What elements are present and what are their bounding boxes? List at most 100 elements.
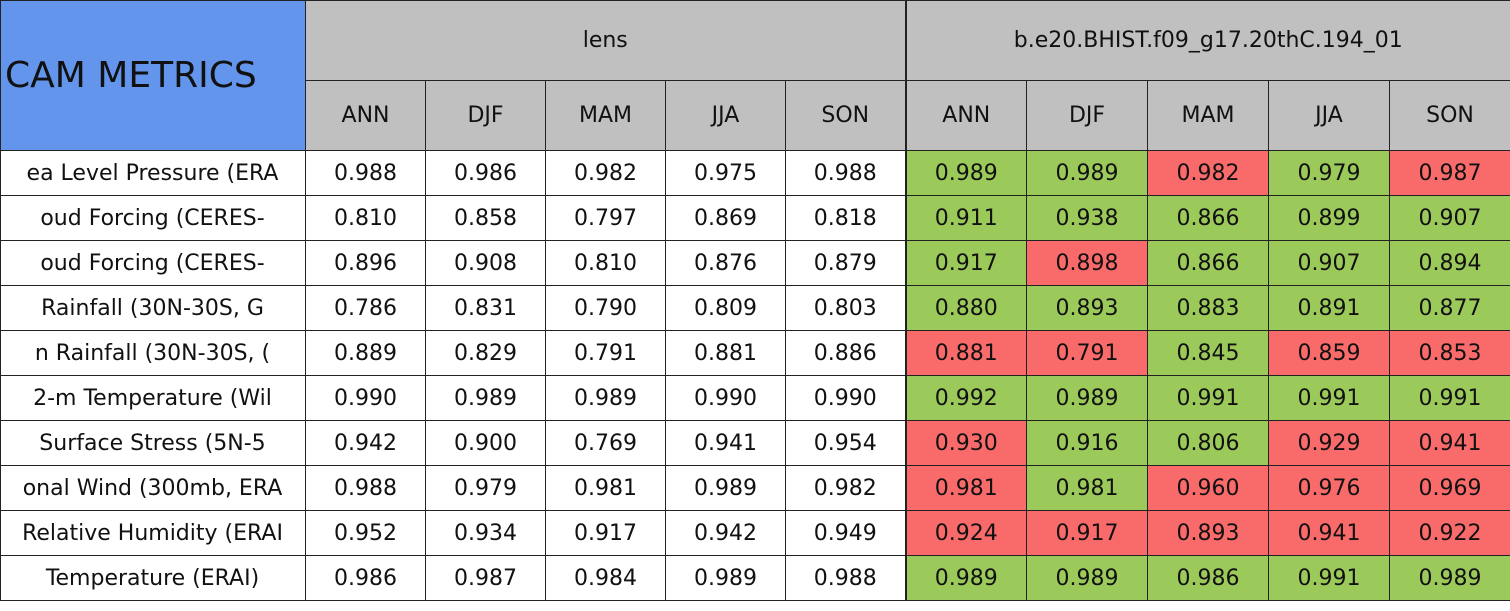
value-cell: 0.917 (1026, 510, 1148, 556)
value-cell: 0.883 (1147, 285, 1269, 331)
value-cell: 0.990 (665, 375, 786, 421)
row-label-wrap: Relative Humidity (ERAI (2, 520, 305, 546)
row-label: Surface Stress (5N-5 (39, 430, 266, 456)
value-cell: 0.984 (545, 555, 666, 601)
row-label-cell: n Rainfall (30N-30S, ( (0, 330, 306, 376)
value-cell: 0.938 (1026, 195, 1148, 241)
row-label-wrap: Temperature (ERAI) (2, 565, 305, 591)
value-cell: 0.991 (1268, 375, 1390, 421)
value-cell: 0.803 (785, 285, 906, 331)
row-label-wrap: oud Forcing (CERES- (2, 250, 305, 276)
value-cell: 0.898 (1026, 240, 1148, 286)
data-row: onal Wind (300mb, ERA 0.988 0.979 0.981 0.98… (0, 465, 1510, 511)
value-cell: 0.893 (1147, 510, 1269, 556)
value-cell: 0.975 (665, 150, 786, 196)
data-row: Relative Humidity (ERAI 0.952 0.934 0.917 0.… (0, 510, 1510, 556)
value-cell: 0.893 (1026, 285, 1148, 331)
row-label-cell: onal Wind (300mb, ERA (0, 465, 306, 511)
value-cell: 0.941 (1268, 510, 1390, 556)
value-cell: 0.991 (1388, 375, 1510, 421)
value-cell: 0.982 (785, 465, 906, 511)
value-cell: 0.889 (305, 330, 426, 376)
value-cell: 0.989 (904, 150, 1027, 196)
value-cell: 0.899 (1268, 195, 1390, 241)
value-cell: 0.981 (904, 465, 1027, 511)
value-cell: 0.930 (904, 420, 1027, 466)
value-cell: 0.917 (904, 240, 1027, 286)
season-header: JJA (665, 80, 786, 151)
value-cell: 0.806 (1147, 420, 1269, 466)
season-row: ANN DJF MAM JJA SON ANN DJF MAM JJA SON (1, 80, 1510, 151)
row-label-wrap: Rainfall (30N-30S, G (2, 296, 305, 321)
season-header: ANN (904, 80, 1027, 151)
value-cell: 0.809 (665, 285, 786, 331)
value-cell: 0.979 (425, 465, 546, 511)
value-cell: 0.917 (545, 510, 666, 556)
season-header: JJA (1268, 80, 1390, 151)
value-cell: 0.929 (1268, 420, 1390, 466)
value-cell: 0.869 (665, 195, 786, 241)
value-cell: 0.876 (665, 240, 786, 286)
row-label-cell: oud Forcing (CERES- (0, 240, 306, 286)
data-row: ea Level Pressure (ERA 0.988 0.986 0.982 0.9… (0, 150, 1510, 196)
value-cell: 0.908 (425, 240, 546, 286)
value-cell: 0.866 (1147, 195, 1269, 241)
value-cell: 0.786 (305, 285, 426, 331)
value-cell: 0.986 (1147, 555, 1269, 601)
value-cell: 0.990 (785, 375, 906, 421)
row-label-wrap: 2-m Temperature (Wil (2, 385, 305, 411)
season-header: MAM (1147, 80, 1269, 151)
value-cell: 0.845 (1147, 330, 1269, 376)
value-cell: 0.880 (904, 285, 1027, 331)
group-header: lens (305, 0, 906, 81)
value-cell: 0.988 (785, 555, 906, 601)
value-cell: 0.894 (1388, 240, 1510, 286)
value-cell: 0.989 (665, 465, 786, 511)
data-row: oud Forcing (CERES- 0.896 0.908 0.810 0.876 0… (0, 240, 1510, 286)
value-cell: 0.881 (665, 330, 786, 376)
value-cell: 0.922 (1388, 510, 1510, 556)
value-cell: 0.942 (305, 420, 426, 466)
value-cell: 0.896 (305, 240, 426, 286)
row-label-wrap: ea Level Pressure (ERA (2, 161, 305, 186)
value-cell: 0.982 (545, 150, 666, 196)
value-cell: 0.987 (1388, 150, 1510, 196)
value-cell: 0.989 (665, 555, 786, 601)
value-cell: 0.986 (425, 150, 546, 196)
row-label-cell: Rainfall (30N-30S, G (0, 285, 306, 331)
row-label-cell: 2-m Temperature (Wil (0, 375, 306, 421)
value-cell: 0.989 (1388, 555, 1510, 601)
value-cell: 0.797 (545, 195, 666, 241)
value-cell: 0.886 (785, 330, 906, 376)
value-cell: 0.987 (425, 555, 546, 601)
row-label: 2-m Temperature (Wil (33, 385, 272, 411)
value-cell: 0.954 (785, 420, 906, 466)
title: CAM METRICS (5, 55, 257, 96)
data-row: 2-m Temperature (Wil 0.990 0.989 0.989 0.990… (0, 375, 1510, 421)
data-row: oud Forcing (CERES- 0.810 0.858 0.797 0.869 0… (0, 195, 1510, 241)
row-label-cell: ea Level Pressure (ERA (0, 150, 306, 196)
value-cell: 0.900 (425, 420, 546, 466)
row-label-wrap: onal Wind (300mb, ERA (2, 475, 305, 501)
value-cell: 0.859 (1268, 330, 1390, 376)
row-label-cell: Temperature (ERAI) (0, 555, 306, 601)
row-label: onal Wind (300mb, ERA (22, 475, 283, 501)
value-cell: 0.791 (1026, 330, 1148, 376)
data-row: Temperature (ERAI) 0.986 0.987 0.984 0.989 0.… (0, 555, 1510, 601)
value-cell: 0.990 (305, 375, 426, 421)
row-label: Temperature (ERAI) (45, 565, 260, 591)
data-row: Surface Stress (5N-5 0.942 0.900 0.769 0.941… (0, 420, 1510, 466)
value-cell: 0.988 (305, 465, 426, 511)
value-cell: 0.989 (425, 375, 546, 421)
row-label: oud Forcing (CERES- (40, 250, 265, 276)
value-cell: 0.976 (1268, 465, 1390, 511)
row-label-wrap: n Rainfall (30N-30S, ( (2, 341, 305, 366)
value-cell: 0.989 (904, 555, 1027, 601)
value-cell: 0.829 (425, 330, 546, 376)
row-label: Relative Humidity (ERAI (22, 520, 283, 546)
value-cell: 0.988 (785, 150, 906, 196)
value-cell: 0.916 (1026, 420, 1148, 466)
value-cell: 0.989 (1026, 555, 1148, 601)
value-cell: 0.989 (1026, 150, 1148, 196)
